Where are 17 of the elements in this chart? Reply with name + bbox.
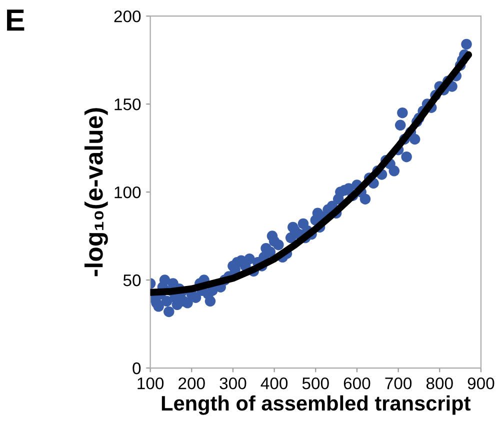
x-tick-label: 600 xyxy=(344,377,370,390)
x-tick-label: 800 xyxy=(426,377,453,390)
y-tick-label: 200 xyxy=(114,10,141,22)
x-tick-label: 200 xyxy=(178,377,205,390)
y-axis-title: -log₁₀(e-value) xyxy=(84,108,108,276)
x-tick-label: 400 xyxy=(260,377,288,390)
y-tick-label: 150 xyxy=(114,98,141,110)
y-tick-label: 100 xyxy=(114,186,141,198)
x-axis-title: Length of assembled transcript xyxy=(162,395,471,415)
x-tick-label: 900 xyxy=(468,377,494,390)
y-tick-label: 0 xyxy=(132,362,141,374)
x-tick-label: 300 xyxy=(220,377,246,390)
x-tick-label: 500 xyxy=(302,377,329,390)
x-tick-label: 100 xyxy=(138,377,164,390)
text: E xyxy=(7,10,24,31)
x-tick-label: 700 xyxy=(385,377,412,390)
y-tick-label: 50 xyxy=(123,274,141,286)
